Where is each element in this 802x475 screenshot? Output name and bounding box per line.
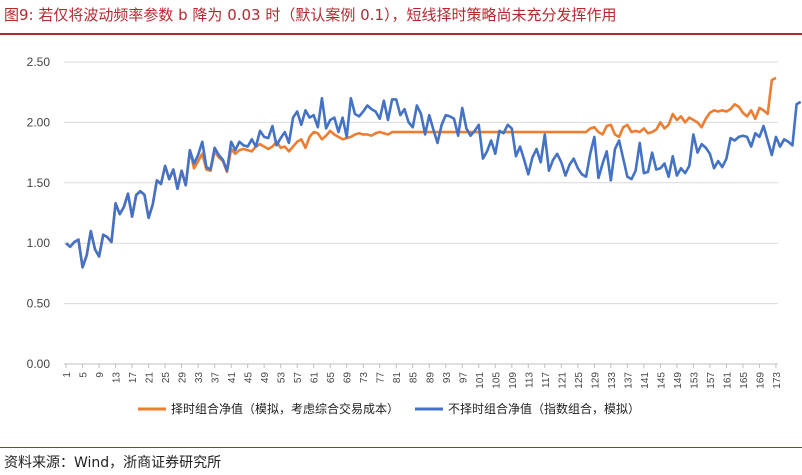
title-divider <box>0 33 802 35</box>
x-tick-label: 133 <box>607 372 618 389</box>
y-tick-label: 2.50 <box>27 55 51 69</box>
x-tick-label: 93 <box>442 372 453 384</box>
y-tick-label: 0.50 <box>27 297 51 311</box>
x-tick-label: 113 <box>524 372 535 388</box>
x-tick-label: 129 <box>590 372 601 389</box>
x-tick-label: 9 <box>95 372 106 378</box>
y-tick-label: 2.00 <box>27 115 51 129</box>
x-tick-label: 29 <box>178 372 189 384</box>
x-tick-label: 57 <box>293 372 304 384</box>
x-tick-label: 169 <box>755 372 766 389</box>
series-line-no-timing <box>65 96 802 269</box>
line-chart: 0.00 0.50 1.00 1.50 2.00 2.50 1 5 9 13 17 21 25 29 33… <box>27 55 802 416</box>
x-tick-label: 105 <box>491 372 502 389</box>
x-tick-label: 37 <box>211 372 222 384</box>
figure-title: 图9: 若仅将波动频率参数 b 降为 0.03 时（默认案例 0.1），短线择时… <box>4 6 617 24</box>
x-tick-label: 153 <box>689 372 700 389</box>
x-tick-label: 49 <box>260 372 271 384</box>
x-tick-label: 137 <box>623 372 634 389</box>
x-tick-label: 173 <box>772 372 783 389</box>
x-tick-label: 85 <box>409 372 420 384</box>
x-tick-label: 25 <box>161 372 172 384</box>
x-tick-label: 33 <box>194 372 205 384</box>
x-tick-label: 69 <box>343 372 354 384</box>
x-tick-label: 121 <box>557 372 568 389</box>
x-tick-label: 5 <box>79 372 90 378</box>
source-note: 资料来源：Wind，浙商证券研究所 <box>4 455 222 471</box>
x-tick-label: 17 <box>128 372 139 384</box>
x-tick-label: 149 <box>673 372 684 389</box>
x-tick-label: 21 <box>145 372 156 384</box>
x-tick-label: 13 <box>112 372 123 384</box>
x-tick-label: 165 <box>739 372 750 389</box>
x-tick-label: 81 <box>392 372 403 384</box>
legend: 择时组合净值（模拟，考虑综合交易成本） 不择时组合净值（指数组合，模拟） <box>138 401 640 416</box>
y-axis: 0.00 0.50 1.00 1.50 2.00 2.50 <box>27 55 51 371</box>
x-tick-label: 41 <box>227 372 238 384</box>
x-tick-label: 101 <box>475 372 486 389</box>
source-divider <box>0 447 802 448</box>
x-tick-label: 125 <box>574 372 585 389</box>
y-tick-label: 1.00 <box>27 236 51 250</box>
gridlines <box>64 61 778 365</box>
legend-label: 择时组合净值（模拟，考虑综合交易成本） <box>171 401 399 416</box>
y-tick-label: 0.00 <box>27 357 51 371</box>
legend-label: 不择时组合净值（指数组合，模拟） <box>448 401 640 416</box>
x-tick-label: 97 <box>458 372 469 384</box>
y-tick-label: 1.50 <box>27 176 51 190</box>
x-tick-label: 1 <box>62 372 73 378</box>
x-tick-label: 65 <box>326 372 337 384</box>
x-tick-label: 157 <box>706 372 717 389</box>
x-tick-label: 53 <box>277 372 288 384</box>
x-tick-label: 61 <box>310 372 321 384</box>
x-tick-label: 77 <box>376 372 387 384</box>
series-lines <box>65 76 802 269</box>
x-tick-label: 145 <box>656 372 667 389</box>
x-tick-label: 89 <box>425 372 436 384</box>
x-tick-label: 117 <box>541 372 552 388</box>
x-tick-label: 109 <box>508 372 519 389</box>
x-axis: 1 5 9 13 17 21 25 29 33 37 41 45 49 53 57 61 65 69 73 77 81 8… <box>62 364 783 389</box>
x-tick-label: 73 <box>359 372 370 384</box>
x-tick-label: 45 <box>244 372 255 384</box>
x-tick-label: 141 <box>640 372 651 389</box>
x-tick-label: 161 <box>722 372 733 389</box>
